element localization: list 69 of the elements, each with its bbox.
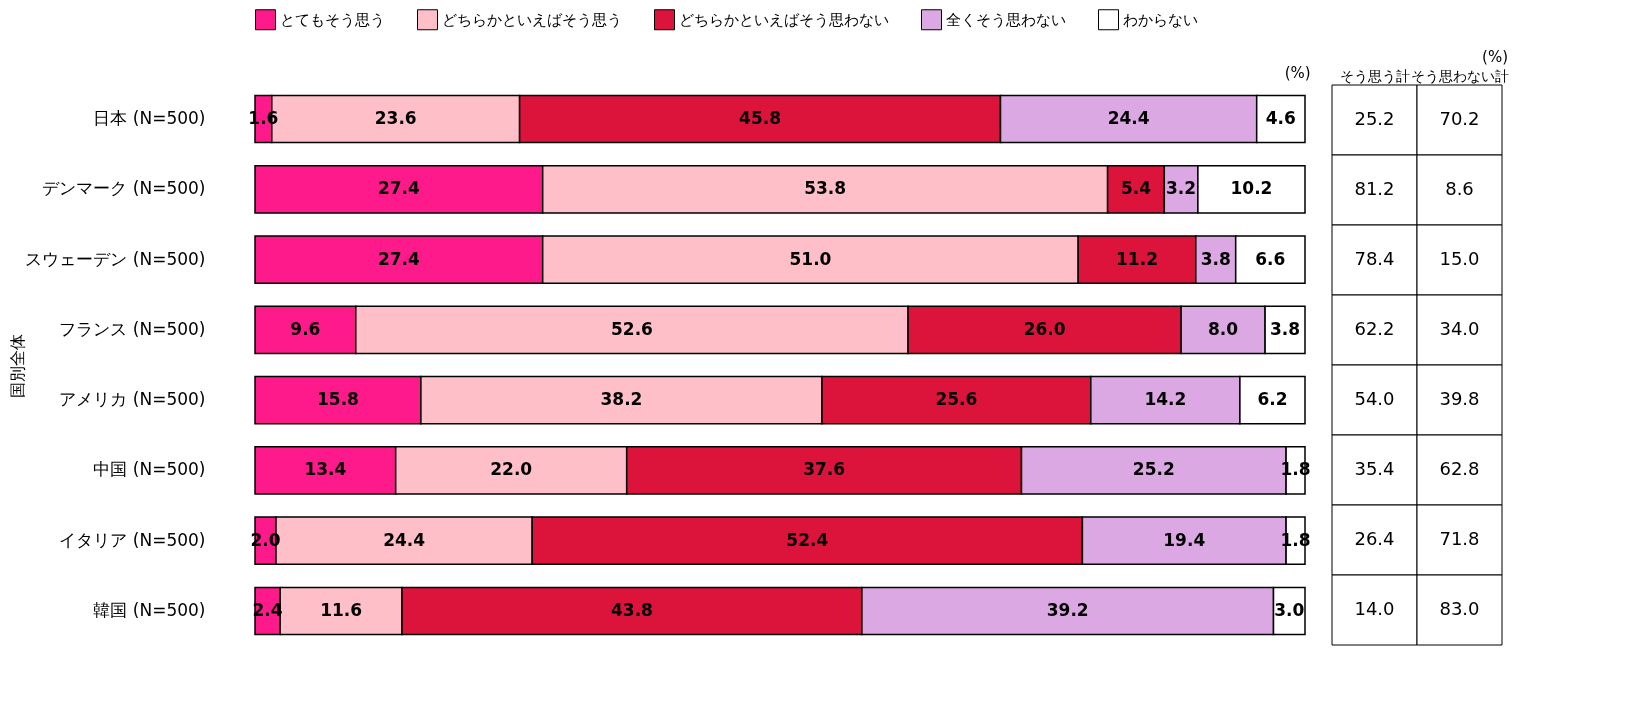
y-tick-label: アメリカ (N=500) bbox=[59, 389, 206, 410]
data-label: 3.2 bbox=[1166, 178, 1197, 199]
data-label: 10.2 bbox=[1230, 178, 1273, 199]
data-label: 26.0 bbox=[1023, 318, 1066, 339]
data-label: 6.2 bbox=[1257, 389, 1288, 410]
data-label: 78.4 bbox=[1354, 248, 1395, 269]
data-label: 37.6 bbox=[803, 459, 846, 480]
data-label: 83.0 bbox=[1439, 598, 1480, 619]
data-label: 19.4 bbox=[1163, 529, 1206, 550]
data-label: 22.0 bbox=[490, 459, 533, 480]
data-label: 25.6 bbox=[935, 389, 978, 410]
legend-label: 全くそう思わない bbox=[946, 10, 1066, 29]
y-tick-label: デンマーク (N=500) bbox=[42, 178, 206, 199]
data-label: 62.8 bbox=[1439, 458, 1480, 479]
data-label: 14.2 bbox=[1144, 389, 1187, 410]
data-label: 3.8 bbox=[1200, 248, 1231, 269]
data-label: 5.4 bbox=[1120, 178, 1152, 199]
data-label: 43.8 bbox=[610, 599, 653, 620]
y-tick-label: フランス (N=500) bbox=[59, 318, 206, 339]
data-label: 25.2 bbox=[1354, 108, 1395, 129]
data-label: 81.2 bbox=[1354, 178, 1395, 199]
x-tick-label: そう思う計 bbox=[1339, 67, 1410, 84]
data-label: 39.2 bbox=[1046, 599, 1089, 620]
data-label: 38.2 bbox=[600, 389, 643, 410]
data-label: 54.0 bbox=[1354, 388, 1395, 409]
data-label: 71.8 bbox=[1439, 528, 1480, 549]
data-label: 39.8 bbox=[1439, 388, 1480, 409]
y-tick-label: スウェーデン (N=500) bbox=[25, 248, 206, 269]
data-label: 11.6 bbox=[320, 599, 363, 620]
y-axis-title: 国別全体 bbox=[7, 333, 27, 398]
y-tick-label: イタリア (N=500) bbox=[59, 529, 206, 550]
legend-label: わからない bbox=[1123, 10, 1198, 29]
data-label: 3.8 bbox=[1269, 318, 1301, 339]
x-tick-label: そう思わない計 bbox=[1410, 67, 1509, 84]
y-tick-label: 韓国 (N=500) bbox=[93, 599, 206, 620]
data-label: 62.2 bbox=[1354, 318, 1395, 339]
data-label: 34.0 bbox=[1439, 318, 1480, 339]
legend-label: とてもそう思う bbox=[280, 10, 385, 29]
data-label: 11.2 bbox=[1116, 248, 1158, 269]
legend-label: どちらかといえばそう思う bbox=[442, 10, 622, 29]
data-label: 8.0 bbox=[1208, 318, 1239, 339]
data-label: 53.8 bbox=[804, 178, 847, 199]
data-label: 6.6 bbox=[1255, 248, 1286, 269]
data-label: 3.0 bbox=[1274, 599, 1305, 620]
data-label: 25.2 bbox=[1132, 459, 1175, 480]
data-label: 51.0 bbox=[789, 248, 832, 269]
data-label: 26.4 bbox=[1354, 528, 1395, 549]
data-label: 52.6 bbox=[610, 318, 653, 339]
text: (%) bbox=[1284, 64, 1311, 82]
data-label: 13.4 bbox=[304, 459, 347, 480]
data-label: 8.6 bbox=[1445, 178, 1474, 199]
data-label: 70.2 bbox=[1439, 108, 1480, 129]
data-label: 15.0 bbox=[1439, 248, 1480, 269]
data-label: 24.4 bbox=[383, 529, 426, 550]
y-tick-label: 日本 (N=500) bbox=[93, 108, 206, 129]
legend-label: どちらかといえばそう思わない bbox=[679, 10, 889, 29]
data-label: 4.6 bbox=[1265, 108, 1296, 129]
text: (%) bbox=[1482, 48, 1508, 66]
data-label: 15.8 bbox=[316, 389, 359, 410]
data-label: 27.4 bbox=[377, 248, 420, 269]
data-label: 14.0 bbox=[1354, 598, 1395, 619]
data-label: 52.4 bbox=[786, 529, 829, 550]
data-label: 9.6 bbox=[290, 318, 321, 339]
y-tick-label: 中国 (N=500) bbox=[93, 459, 206, 480]
data-label: 24.4 bbox=[1107, 108, 1150, 129]
data-label: 27.4 bbox=[377, 178, 420, 199]
data-label: 23.6 bbox=[374, 108, 417, 129]
data-label: 45.8 bbox=[739, 108, 782, 129]
data-label: 35.4 bbox=[1354, 458, 1395, 479]
